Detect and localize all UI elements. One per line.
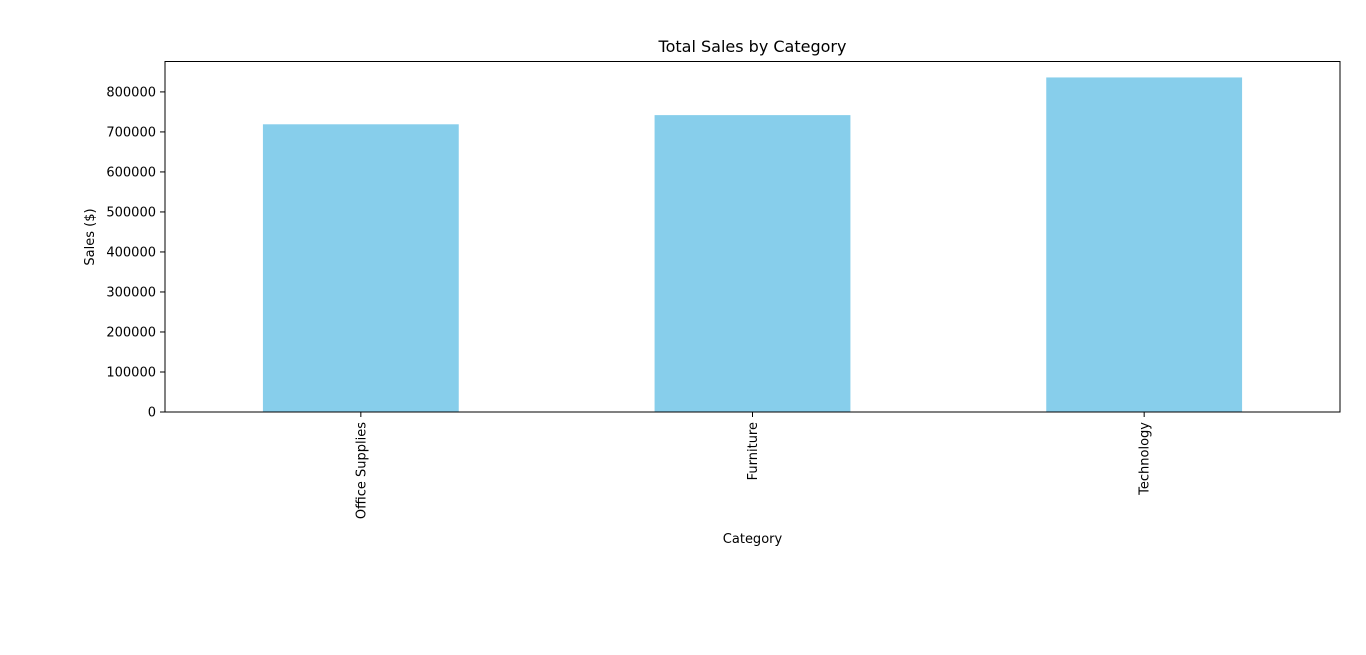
y-tick-label: 400000 [106,245,156,260]
bar-technology [1046,77,1243,413]
y-tick-label: 500000 [106,205,156,220]
y-tick-label: 700000 [106,125,156,140]
plot-frame [164,61,1341,413]
y-tick-label: 100000 [106,365,156,380]
x-tick-label: Office Supplies [354,422,369,519]
y-tick-label: 600000 [106,165,156,180]
x-tick-label: Technology [1138,422,1153,496]
bar-office-supplies [262,124,459,412]
chart-title: Total Sales by Category [658,37,847,56]
y-axis-ticks: 0 100000 200000 300000 400000 500000 600000 700… [106,85,165,421]
y-axis-label: Sales ($) [83,208,98,265]
y-tick-label: 200000 [106,325,156,340]
x-axis-ticks: Office Supplies Furniture Technology [354,412,1153,519]
x-axis-label: Category [723,532,783,547]
bars-group [262,77,1243,413]
y-tick-label: 300000 [106,285,156,300]
bar-furniture [654,115,851,413]
x-tick-label: Furniture [746,422,761,480]
y-tick-label: 800000 [106,85,156,100]
y-tick-label: 0 [148,406,156,421]
